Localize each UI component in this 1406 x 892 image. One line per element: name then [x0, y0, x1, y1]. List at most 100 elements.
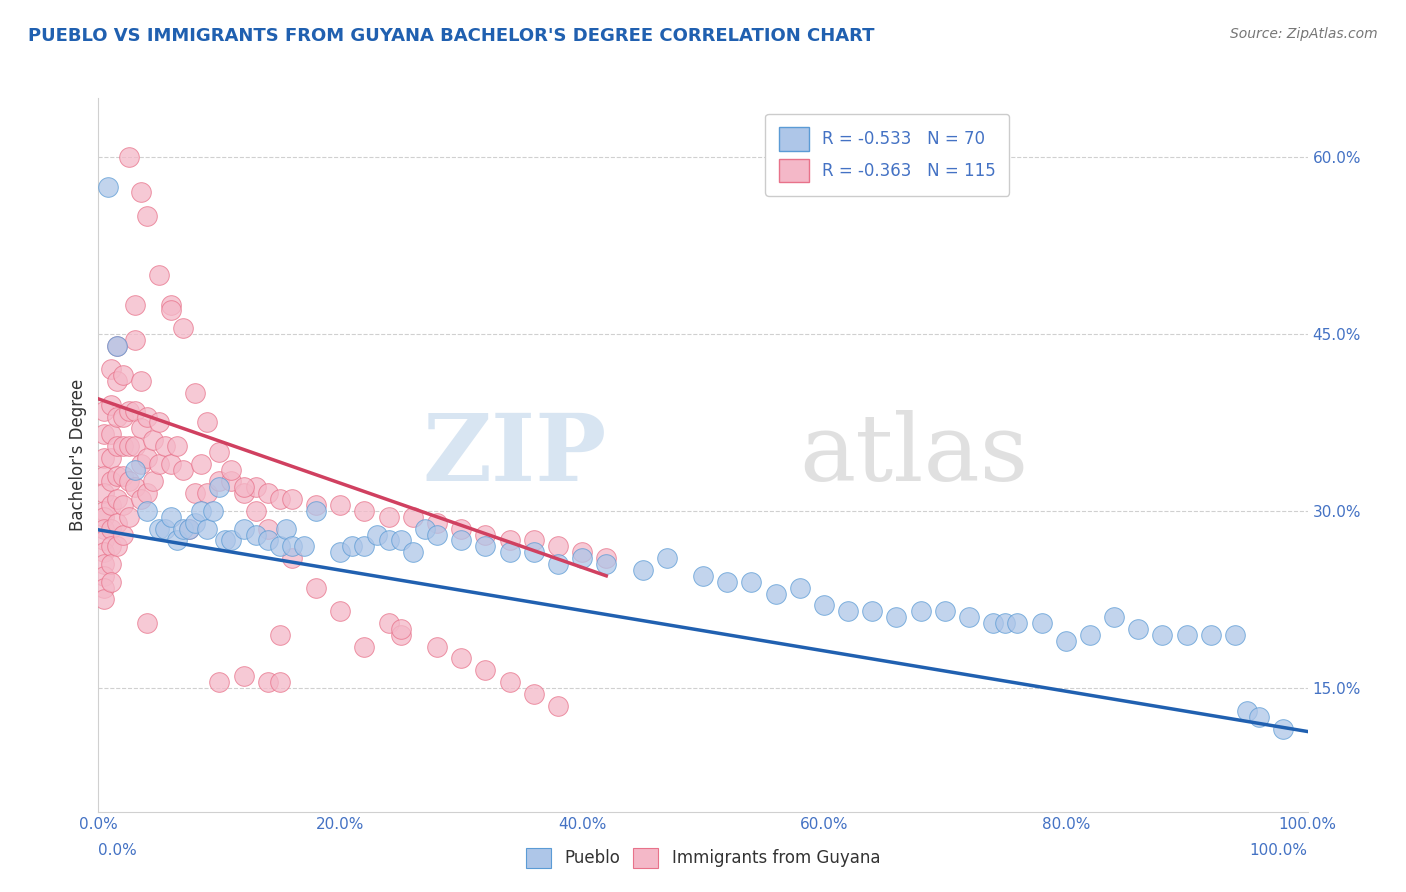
- Point: [305, 581, 328, 595]
- Point: [498, 675, 520, 690]
- Point: [195, 416, 218, 430]
- Point: [957, 610, 980, 624]
- Point: [595, 551, 617, 566]
- Point: [571, 551, 593, 566]
- Point: [129, 374, 152, 388]
- Point: [426, 527, 449, 541]
- Point: [450, 651, 472, 665]
- Point: [256, 486, 278, 500]
- Point: [547, 557, 569, 571]
- Point: [93, 522, 115, 536]
- Point: [1128, 622, 1150, 636]
- Point: [269, 492, 291, 507]
- Point: [135, 409, 157, 424]
- Point: [153, 522, 176, 536]
- Point: [232, 669, 254, 683]
- Point: [111, 409, 134, 424]
- Point: [1078, 628, 1101, 642]
- Point: [100, 475, 122, 489]
- Point: [142, 433, 165, 447]
- Point: [523, 533, 546, 548]
- Point: [232, 480, 254, 494]
- Point: [450, 522, 472, 536]
- Point: [245, 480, 267, 494]
- Point: [813, 599, 835, 613]
- Point: [177, 522, 201, 536]
- Point: [160, 509, 183, 524]
- Point: [886, 610, 908, 624]
- Point: [474, 539, 496, 553]
- Point: [981, 615, 1004, 630]
- Point: [523, 687, 546, 701]
- Point: [547, 539, 569, 553]
- Point: [245, 504, 267, 518]
- Point: [910, 604, 932, 618]
- Point: [1236, 705, 1258, 719]
- Point: [450, 533, 472, 548]
- Point: [111, 527, 134, 541]
- Point: [232, 486, 254, 500]
- Point: [256, 522, 278, 536]
- Point: [274, 522, 297, 536]
- Point: [426, 640, 449, 654]
- Point: [124, 333, 146, 347]
- Point: [135, 486, 157, 500]
- Point: [135, 209, 157, 223]
- Point: [498, 545, 520, 559]
- Point: [93, 504, 115, 518]
- Point: [118, 475, 141, 489]
- Point: [184, 386, 207, 401]
- Point: [93, 427, 115, 442]
- Point: [256, 533, 278, 548]
- Point: [837, 604, 859, 618]
- Point: [100, 522, 122, 536]
- Point: [93, 569, 115, 583]
- Point: [474, 663, 496, 677]
- Point: [124, 480, 146, 494]
- Point: [135, 615, 157, 630]
- Point: [281, 551, 304, 566]
- Point: [631, 563, 654, 577]
- Point: [100, 450, 122, 465]
- Point: [93, 545, 115, 559]
- Point: [148, 522, 170, 536]
- Point: [389, 622, 412, 636]
- Point: [281, 539, 304, 553]
- Text: 0.0%: 0.0%: [98, 843, 138, 858]
- Text: ZIP: ZIP: [422, 410, 606, 500]
- Point: [245, 527, 267, 541]
- Point: [93, 403, 115, 417]
- Point: [177, 522, 201, 536]
- Point: [172, 463, 194, 477]
- Point: [994, 615, 1017, 630]
- Point: [498, 533, 520, 548]
- Point: [124, 403, 146, 417]
- Point: [105, 539, 128, 553]
- Point: [166, 533, 188, 548]
- Point: [142, 475, 165, 489]
- Point: [1199, 628, 1222, 642]
- Point: [129, 457, 152, 471]
- Point: [105, 468, 128, 483]
- Point: [571, 545, 593, 559]
- Point: [256, 675, 278, 690]
- Point: [118, 439, 141, 453]
- Point: [100, 398, 122, 412]
- Point: [105, 374, 128, 388]
- Point: [292, 539, 315, 553]
- Point: [214, 533, 236, 548]
- Point: [426, 516, 449, 530]
- Point: [329, 498, 352, 512]
- Point: [172, 321, 194, 335]
- Point: [184, 516, 207, 530]
- Point: [716, 574, 738, 589]
- Point: [129, 186, 152, 200]
- Point: [232, 522, 254, 536]
- Point: [111, 368, 134, 383]
- Point: [208, 480, 231, 494]
- Point: [105, 439, 128, 453]
- Point: [93, 486, 115, 500]
- Point: [124, 463, 146, 477]
- Point: [353, 539, 375, 553]
- Point: [111, 498, 134, 512]
